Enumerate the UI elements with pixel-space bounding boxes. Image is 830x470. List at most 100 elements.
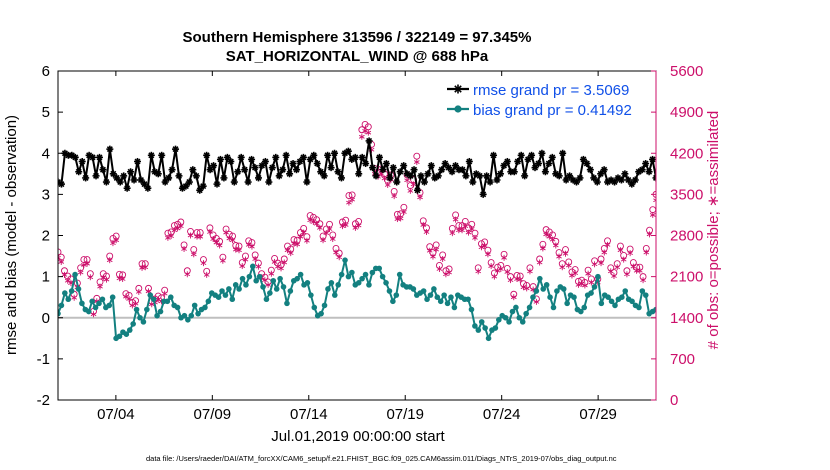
- rmse-point: [313, 160, 321, 168]
- rmse-point: [438, 166, 446, 174]
- obs-assimilated-point: [210, 236, 216, 243]
- bias-point: [513, 304, 519, 311]
- bias-point: [533, 288, 540, 294]
- obs-assimilated-point: [430, 253, 436, 260]
- x-tick-label: 07/24: [483, 406, 521, 423]
- rmse-point: [189, 166, 197, 174]
- bias-point: [72, 271, 78, 278]
- y2-tick-label: 4200: [670, 145, 703, 162]
- rmse-point: [355, 170, 363, 178]
- obs-assimilated-point: [126, 295, 132, 302]
- obs-assimilated-point: [77, 269, 84, 276]
- bias-point: [519, 319, 526, 325]
- obs-assimilated-point: [617, 247, 624, 254]
- rmse-point: [92, 172, 100, 180]
- rmse-point: [358, 153, 366, 161]
- rmse-point: [545, 160, 553, 168]
- obs-assimilated-point: [488, 263, 494, 270]
- bias-point: [99, 296, 106, 303]
- bias-point: [448, 294, 454, 300]
- bias-point: [226, 286, 232, 292]
- obs-assimilated-point: [637, 267, 643, 274]
- obs-assimilated-point: [475, 268, 482, 275]
- bias-point: [434, 294, 441, 300]
- bias-point: [393, 292, 400, 298]
- rmse-point: [344, 147, 352, 155]
- bias-point: [523, 310, 529, 317]
- rmse-point: [538, 149, 546, 157]
- obs-assimilated-point: [71, 294, 77, 301]
- rmse-point: [369, 164, 377, 172]
- rmse-point: [424, 170, 432, 178]
- rmse-point: [420, 178, 428, 186]
- rmse-point: [158, 151, 166, 159]
- bias-point: [195, 310, 201, 317]
- obs-assimilated-point: [462, 223, 469, 230]
- rmse-point: [106, 145, 114, 153]
- obs-assimilated-point: [336, 254, 343, 261]
- bias-point: [619, 294, 625, 300]
- rmse-point: [469, 178, 477, 186]
- rmse-point: [58, 180, 65, 188]
- bias-point: [502, 314, 509, 321]
- bias-point: [424, 296, 430, 303]
- bias-point: [277, 275, 283, 282]
- obs-assimilated-point: [491, 273, 498, 280]
- obs-assimilated-point: [262, 277, 268, 284]
- obs-assimilated-point: [132, 300, 139, 307]
- bias-point: [550, 304, 557, 311]
- bias-point: [608, 298, 615, 305]
- rmse-point: [116, 178, 124, 186]
- obs-assimilated-point: [620, 256, 627, 263]
- rmse-point: [334, 168, 342, 176]
- rmse-point: [531, 164, 539, 172]
- rmse-point: [279, 166, 287, 174]
- bias-point: [465, 296, 471, 303]
- bias-point: [420, 288, 427, 294]
- plot-area: [58, 71, 656, 400]
- obs-assimilated-point: [281, 259, 288, 266]
- obs-assimilated-point: [271, 258, 278, 265]
- bias-point: [478, 319, 485, 325]
- bias-point: [362, 271, 369, 278]
- rmse-point: [597, 170, 605, 178]
- rmse-point: [407, 172, 415, 180]
- bias-point: [215, 294, 222, 300]
- rmse-point: [216, 155, 224, 163]
- rmse-point: [652, 174, 656, 182]
- bias-point: [376, 265, 383, 272]
- y-tick-label: -2: [37, 392, 50, 409]
- y2-tick-label: 3500: [670, 186, 703, 203]
- obs-assimilated-point: [87, 274, 94, 281]
- obs-assimilated-point: [103, 276, 110, 283]
- obs-assimilated-point: [501, 254, 507, 261]
- rmse-point: [324, 151, 332, 159]
- rmse-point: [413, 186, 421, 194]
- rmse-point: [462, 172, 470, 180]
- y-tick-label: 3: [42, 186, 50, 203]
- bias-point: [260, 284, 266, 290]
- rmse-point: [168, 166, 176, 174]
- obs-assimilated-point: [588, 279, 595, 286]
- bias-point: [468, 306, 475, 313]
- obs-possible-point: [345, 192, 353, 200]
- rmse-point: [82, 174, 90, 182]
- obs-assimilated-point: [184, 271, 191, 278]
- obs-assimilated-point: [249, 243, 255, 250]
- rmse-point: [78, 157, 86, 165]
- bias-point: [321, 302, 328, 309]
- obs-assimilated-point: [381, 175, 388, 182]
- bias-point: [263, 296, 270, 303]
- rmse-point: [379, 166, 387, 174]
- bias-point: [571, 294, 577, 300]
- bias-point: [581, 304, 588, 311]
- y2-tick-label: 2100: [670, 269, 703, 286]
- bias-point: [547, 294, 553, 300]
- bias-point: [219, 288, 225, 294]
- rmse-point: [327, 164, 335, 172]
- rmse-point: [254, 174, 262, 182]
- bias-point: [543, 282, 550, 288]
- bias-point: [89, 298, 95, 305]
- bias-point: [222, 292, 229, 298]
- obs-assimilated-point: [135, 288, 142, 295]
